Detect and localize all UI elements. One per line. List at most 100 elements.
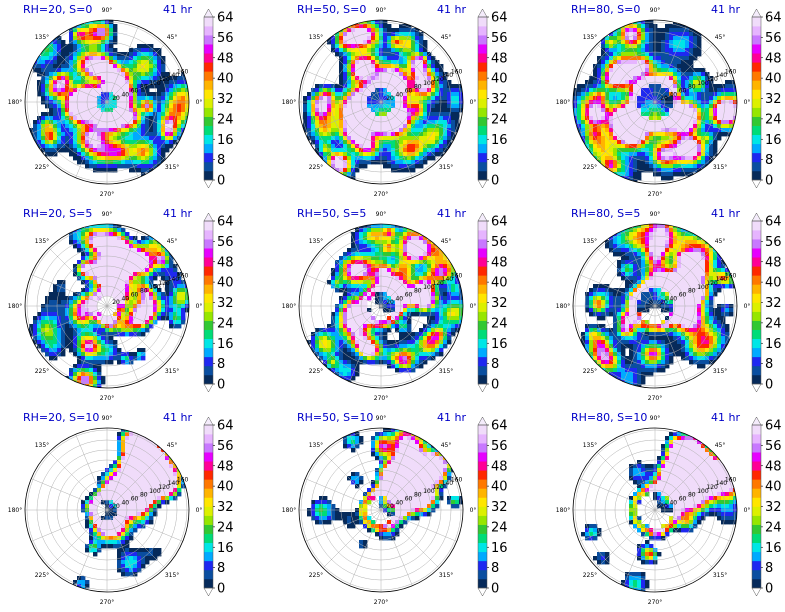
colorbar-tick-label: 40 — [765, 72, 782, 87]
panel-time: 41 hr — [163, 3, 192, 16]
colorbar-segment — [478, 293, 487, 303]
panel-title: RH=80, S=5 — [571, 207, 640, 220]
colorbar-segment — [204, 293, 213, 303]
radial-tick-label: 20 — [660, 503, 668, 510]
angular-tick-label: 90° — [376, 7, 387, 14]
angular-tick-label: 180° — [8, 303, 22, 310]
colorbar-segment — [752, 311, 761, 321]
colorbar-tick-label: 24 — [491, 520, 508, 535]
angular-tick-label: 225° — [309, 572, 323, 579]
colorbar-segment — [752, 560, 761, 571]
radial-tick-label: 140 — [442, 276, 454, 283]
angular-tick-label: 90° — [376, 415, 387, 422]
colorbar-extend-min — [751, 383, 762, 393]
radial-tick-label: 40 — [669, 295, 677, 302]
colorbar-tick-label: 48 — [217, 459, 234, 474]
colorbar-tick-label: 48 — [491, 255, 508, 270]
angular-tick-label: 270° — [100, 599, 114, 606]
angular-tick-label: 0° — [470, 99, 477, 106]
colorbar-tick-label: 48 — [765, 51, 782, 66]
colorbar-tick-label: 64 — [491, 419, 508, 434]
colorbar-tick-label: 0 — [765, 174, 773, 189]
radial-tick-label: 60 — [131, 496, 139, 503]
colorbar-segment — [204, 479, 213, 489]
colorbar-segment — [752, 62, 761, 72]
radial-tick-label: 60 — [679, 496, 687, 503]
colorbar-segment — [478, 284, 487, 294]
colorbar-segment — [752, 230, 761, 240]
radial-tick-label: 160 — [177, 476, 189, 483]
polar-panel-5: 204060801001201401600°45°90°135°180°225°… — [282, 207, 508, 402]
polar-panel-9: 204060801001201401600°45°90°135°180°225°… — [556, 411, 782, 606]
colorbar-tick-label: 32 — [217, 296, 234, 311]
polar-grid — [573, 20, 737, 184]
radial-tick-label: 100 — [423, 488, 435, 495]
precip-field — [29, 20, 189, 177]
colorbar-segment — [204, 107, 213, 117]
polar-panel-7: 204060801001201401600°45°90°135°180°225°… — [8, 411, 234, 606]
colorbar-segment — [478, 551, 487, 562]
radial-tick-label: 100 — [149, 80, 161, 87]
radial-tick-label: 120 — [158, 280, 170, 287]
colorbar-segment — [204, 161, 213, 172]
colorbar-tick-label: 0 — [765, 378, 773, 393]
polar-frame — [24, 427, 190, 593]
colorbar-segment — [478, 71, 487, 81]
colorbar-tick-label: 0 — [491, 378, 499, 393]
colorbar-segment — [752, 152, 761, 163]
angular-tick-label: 315° — [439, 368, 453, 375]
colorbar-extend-min — [477, 587, 488, 597]
colorbar-tick-label: 8 — [491, 561, 499, 576]
colorbar-segment — [478, 80, 487, 90]
colorbar-tick-label: 24 — [765, 316, 782, 331]
colorbar-tick-label: 32 — [765, 296, 782, 311]
colorbar-segment — [478, 248, 487, 258]
colorbar-segment — [478, 230, 487, 240]
colorbar-segment — [752, 524, 761, 534]
angular-tick-label: 90° — [650, 211, 661, 218]
colorbar-extend-max — [203, 416, 214, 426]
colorbar-tick-label: 40 — [217, 72, 234, 87]
colorbar-tick-label: 16 — [491, 133, 508, 148]
colorbar-segment — [204, 434, 213, 444]
colorbar-segment — [204, 62, 213, 72]
colorbar-segment — [478, 89, 487, 99]
colorbar-tick-label: 24 — [491, 112, 508, 127]
angular-tick-label: 315° — [165, 164, 179, 171]
colorbar-tick-label: 32 — [765, 92, 782, 107]
colorbar-segment — [478, 170, 487, 181]
colorbar-tick-label: 56 — [765, 439, 782, 454]
radial-tick-label: 120 — [432, 76, 444, 83]
angular-tick-label: 45° — [715, 442, 726, 449]
colorbar-segment — [204, 461, 213, 471]
angular-tick-label: 180° — [556, 303, 570, 310]
colorbar-segment — [478, 470, 487, 480]
colorbar-tick-label: 40 — [491, 72, 508, 87]
colorbar-segment — [752, 479, 761, 489]
colorbar: 0 8 16 24 32 40 48 56 64 — [477, 212, 508, 393]
polar-grid — [25, 20, 189, 184]
angular-tick-label: 180° — [556, 99, 570, 106]
radial-tick-label: 160 — [451, 272, 463, 279]
radial-tick-label: 20 — [112, 95, 120, 102]
radial-tick-label: 80 — [414, 288, 422, 295]
polar-frame — [298, 223, 464, 389]
colorbar-extend-max — [477, 212, 488, 222]
colorbar-segment — [204, 542, 213, 553]
angular-tick-label: 315° — [439, 572, 453, 579]
polar-grid — [299, 224, 463, 388]
angular-tick-label: 315° — [439, 164, 453, 171]
colorbar-segment — [204, 452, 213, 462]
polar-frame — [24, 223, 190, 389]
radial-tick-label: 20 — [660, 299, 668, 306]
angular-tick-label: 90° — [650, 415, 661, 422]
panel-title: RH=80, S=10 — [571, 411, 647, 424]
angular-tick-label: 0° — [196, 99, 203, 106]
colorbar-segment — [752, 71, 761, 81]
colorbar-segment — [478, 506, 487, 516]
panel-time: 41 hr — [711, 3, 740, 16]
colorbar-tick-label: 48 — [765, 255, 782, 270]
colorbar: 0 8 16 24 32 40 48 56 64 — [751, 8, 782, 189]
polar-panel-1: 204060801001201401600°45°90°135°180°225°… — [8, 3, 234, 198]
